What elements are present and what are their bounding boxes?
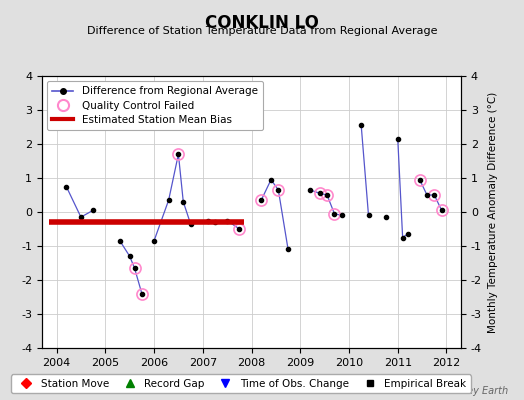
- Text: CONKLIN LO: CONKLIN LO: [205, 14, 319, 32]
- Y-axis label: Monthly Temperature Anomaly Difference (°C): Monthly Temperature Anomaly Difference (…: [487, 91, 497, 333]
- Legend: Difference from Regional Average, Quality Control Failed, Estimated Station Mean: Difference from Regional Average, Qualit…: [47, 81, 263, 130]
- Text: Difference of Station Temperature Data from Regional Average: Difference of Station Temperature Data f…: [87, 26, 437, 36]
- Text: Berkeley Earth: Berkeley Earth: [436, 386, 508, 396]
- Legend: Station Move, Record Gap, Time of Obs. Change, Empirical Break: Station Move, Record Gap, Time of Obs. C…: [12, 374, 471, 393]
